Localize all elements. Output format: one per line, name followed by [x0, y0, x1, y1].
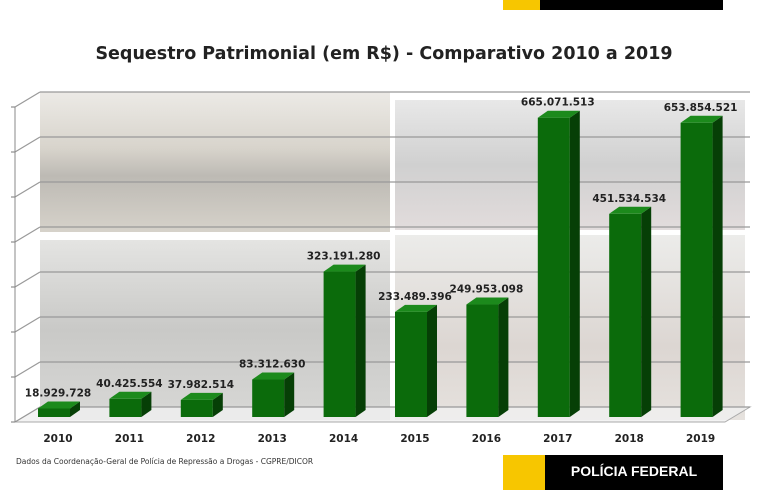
brand-accent-yellow [503, 455, 545, 490]
gridline-side [14, 361, 41, 378]
gridline-side [14, 226, 41, 243]
bar-side-2013 [284, 372, 295, 417]
bar-top-2015 [395, 304, 437, 312]
accent-bar-black [540, 0, 723, 10]
x-tick-label: 2012 [186, 433, 215, 445]
bar-2018 [609, 213, 642, 417]
gridline-side [14, 181, 41, 198]
gridline-side [14, 271, 41, 288]
background-photo-car-1 [40, 92, 390, 232]
bar-2015 [395, 311, 427, 417]
bar-top-2014 [323, 264, 366, 272]
x-tick-label: 2014 [329, 433, 358, 445]
bar-top-2017 [537, 110, 580, 118]
x-tick-label: 2013 [258, 433, 287, 445]
accent-bar-yellow [503, 0, 540, 10]
data-label: 37.982.514 [168, 379, 234, 391]
data-label: 653.854.521 [664, 102, 738, 114]
source-note: Dados da Coordenação-Geral de Polícia de… [16, 457, 314, 466]
x-tick-label: 2016 [472, 433, 501, 445]
bar-side-2019 [712, 115, 723, 417]
bar-side-2015 [427, 304, 437, 417]
data-label: 18.929.728 [25, 387, 91, 399]
data-label: 451.534.534 [592, 193, 666, 205]
bar-top-2018 [609, 206, 652, 214]
bar-top-2019 [680, 115, 723, 123]
x-tick-label: 2011 [115, 433, 144, 445]
bar-2010 [38, 408, 70, 417]
bar-2019 [680, 122, 713, 417]
x-tick-label: 2019 [686, 433, 715, 445]
bar-top-2013 [252, 372, 295, 380]
data-label: 233.489.396 [378, 291, 452, 303]
bar-top-2016 [466, 297, 509, 305]
bar-2014 [323, 271, 356, 417]
x-tick-label: 2018 [615, 433, 644, 445]
bar-side-2010 [70, 401, 80, 417]
bar-side-2016 [498, 297, 509, 417]
bar-side-2011 [141, 391, 152, 417]
bar-side-2014 [355, 264, 366, 417]
gridline-side [14, 91, 41, 108]
bar-side-2017 [569, 110, 580, 417]
data-label: 665.071.513 [521, 97, 595, 109]
bar-side-2012 [212, 392, 223, 417]
bar-top-2011 [109, 391, 152, 399]
bar-2013 [252, 379, 285, 417]
x-tick-label: 2017 [543, 433, 572, 445]
x-tick-label: 2010 [43, 433, 72, 445]
bar-top-2012 [180, 392, 223, 400]
bar-2011 [109, 398, 142, 417]
bar-side-2018 [641, 206, 652, 417]
gridline-side [14, 316, 41, 333]
data-label: 249.953.098 [450, 284, 524, 296]
x-tick-label: 2015 [400, 433, 429, 445]
gridline-side [14, 136, 41, 153]
brand-label: POLÍCIA FEDERAL [545, 455, 723, 490]
bar-chart: 18.929.728 2010 40.425.554 2011 37.982.514 20… [11, 91, 752, 445]
gridline-side [14, 406, 41, 423]
bar-2016 [466, 304, 499, 417]
data-label: 323.191.280 [307, 251, 381, 263]
chart-title: Sequestro Patrimonial (em R$) - Comparat… [95, 44, 673, 64]
bar-2012 [180, 399, 213, 417]
bar-2017 [537, 117, 570, 417]
data-label: 83.312.630 [239, 359, 305, 371]
data-label: 40.425.554 [96, 378, 162, 390]
bar-top-2010 [38, 401, 80, 409]
